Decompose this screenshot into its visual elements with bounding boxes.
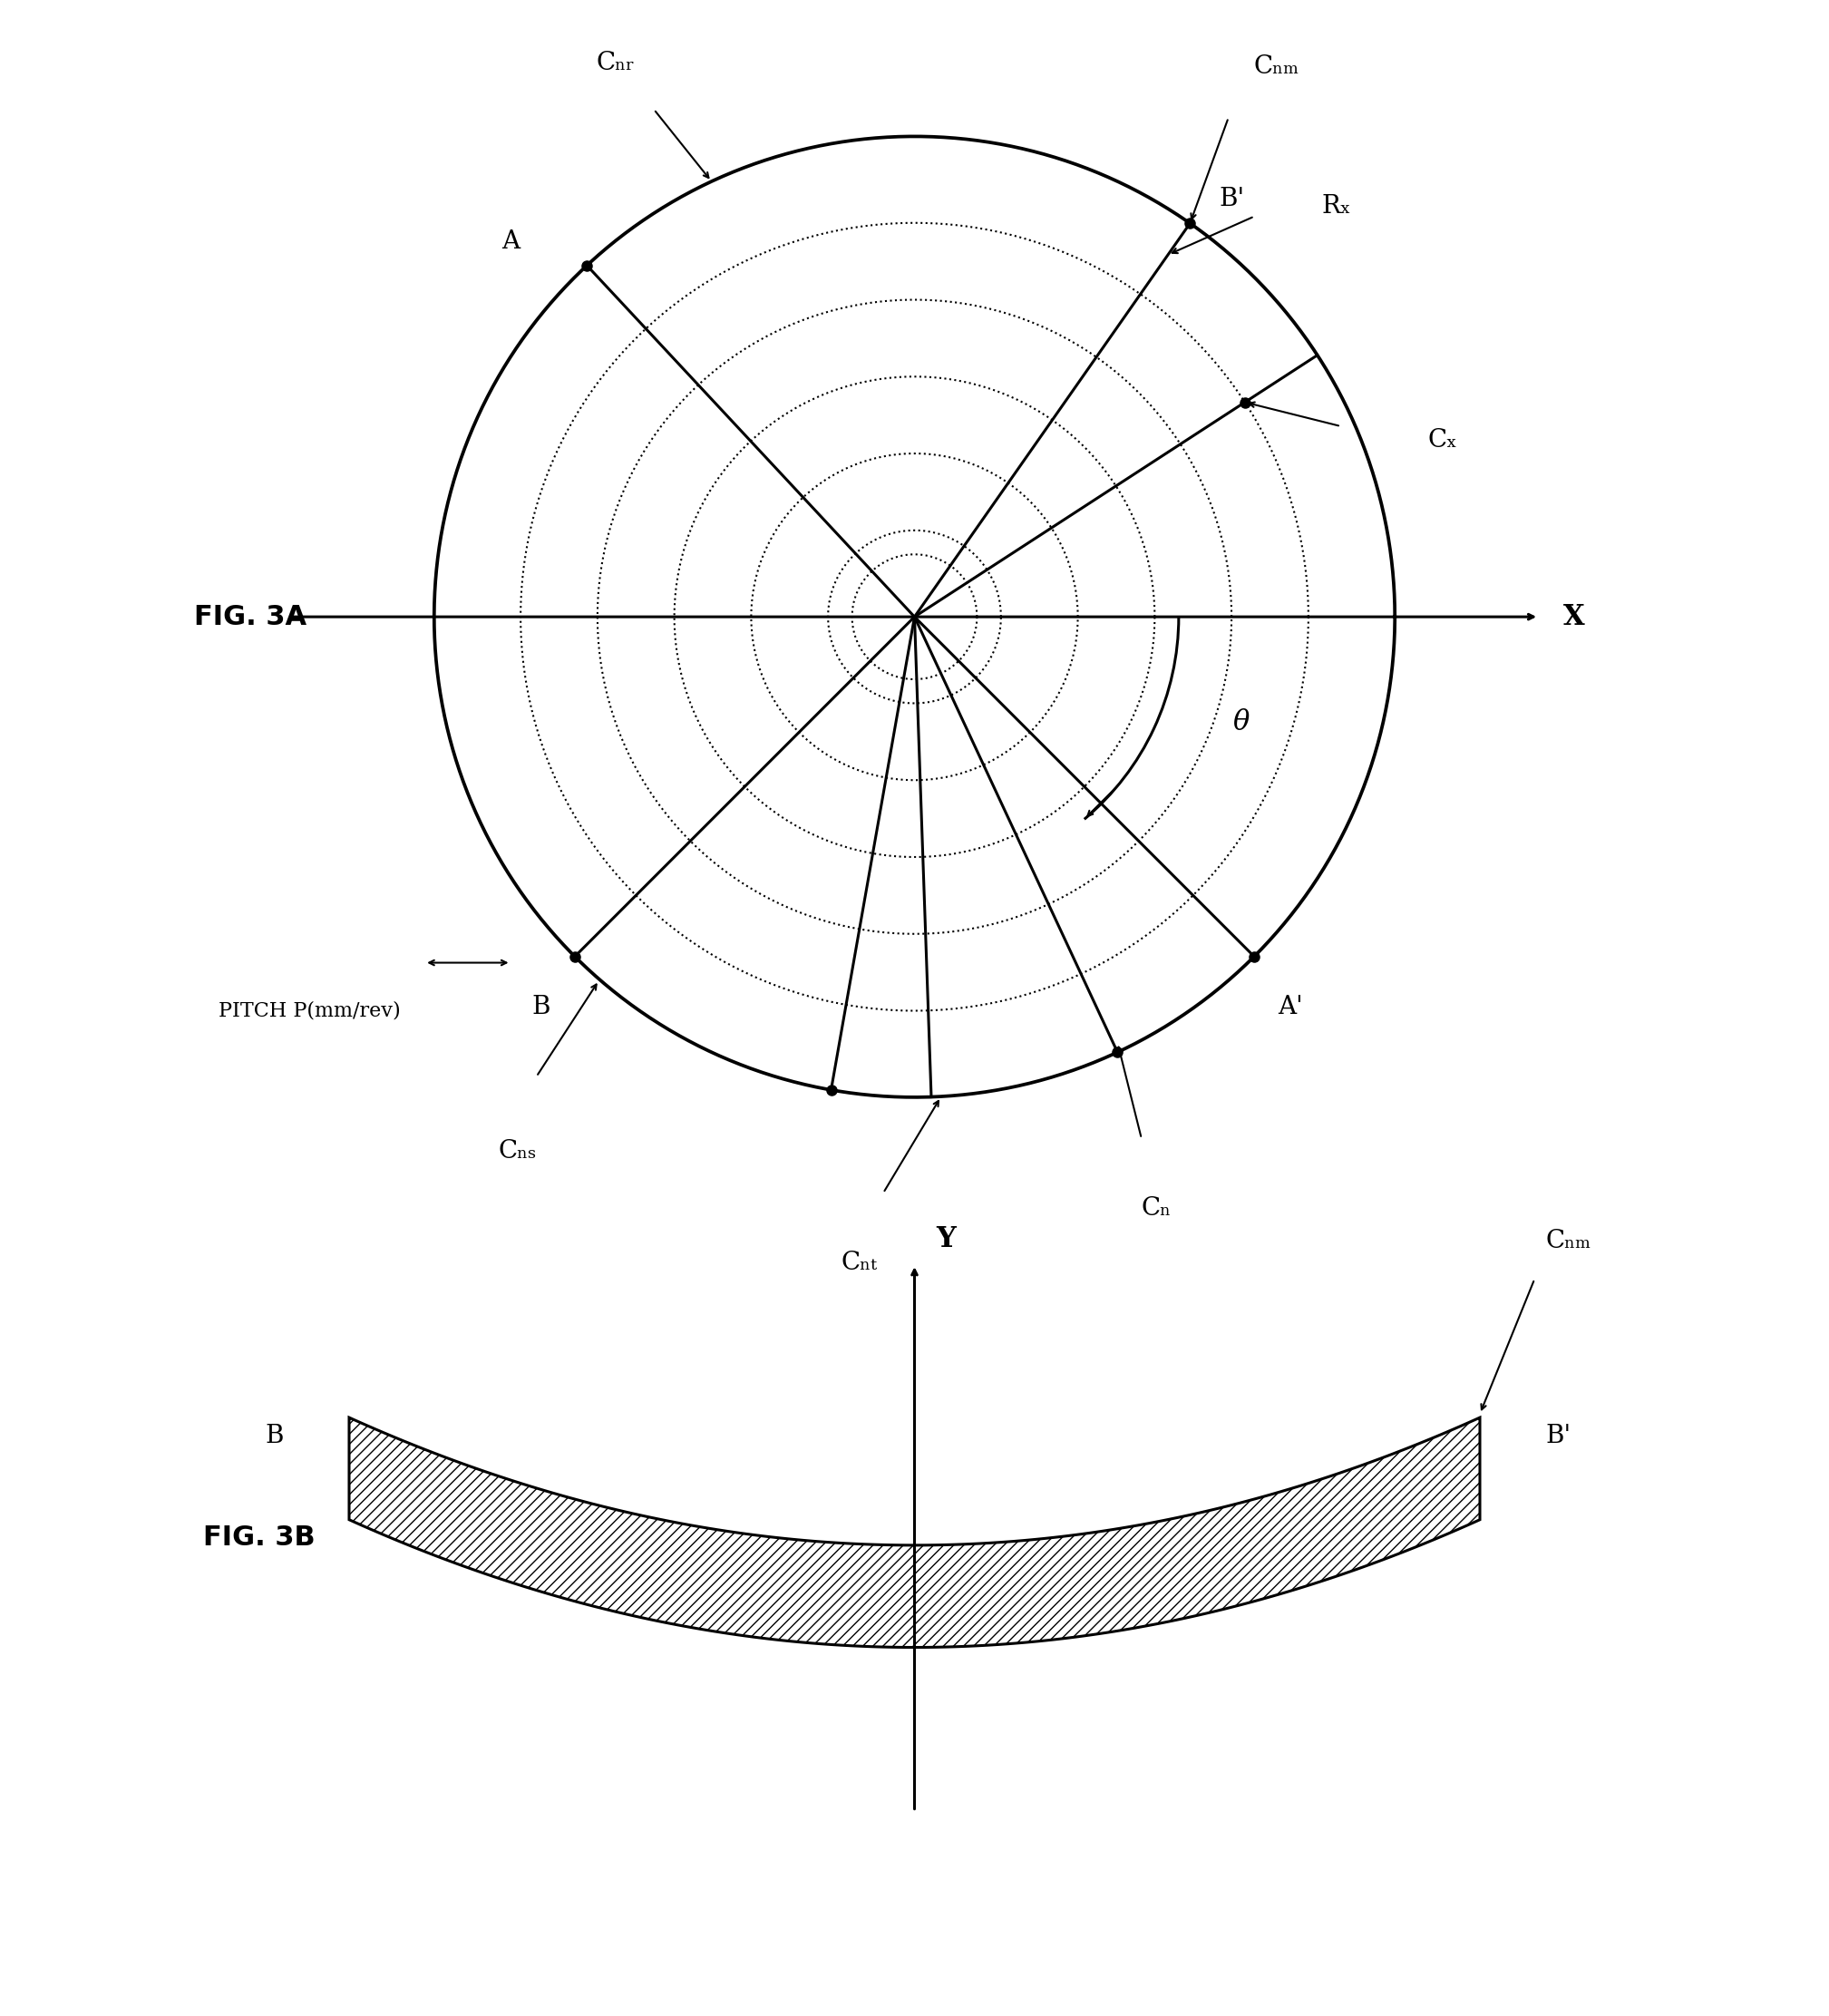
Text: Cₙₛ: Cₙₛ (497, 1139, 536, 1163)
Polygon shape (349, 1417, 1480, 1647)
Text: B: B (532, 996, 551, 1020)
Text: Cₙₘ: Cₙₘ (1253, 54, 1299, 79)
Text: Y: Y (936, 1226, 957, 1254)
Text: B': B' (1218, 187, 1244, 212)
Text: PITCH P(mm/rev): PITCH P(mm/rev) (218, 1002, 401, 1020)
Text: X: X (1564, 603, 1584, 631)
Text: A': A' (1278, 996, 1304, 1020)
Text: Cₓ: Cₓ (1427, 429, 1458, 454)
Text: Cₙₜ: Cₙₜ (841, 1250, 878, 1276)
Text: A: A (501, 230, 519, 254)
Text: B': B' (1546, 1423, 1571, 1447)
Text: FIG. 3B: FIG. 3B (203, 1524, 315, 1550)
Text: FIG. 3A: FIG. 3A (194, 603, 307, 629)
Text: B: B (265, 1423, 283, 1447)
Text: Cₙᵣ: Cₙᵣ (596, 50, 635, 77)
Text: Cₙₘ: Cₙₘ (1546, 1230, 1591, 1254)
Text: θ: θ (1233, 708, 1249, 736)
Text: Cₙ: Cₙ (1141, 1195, 1171, 1222)
Text: Rₓ: Rₓ (1322, 194, 1352, 220)
